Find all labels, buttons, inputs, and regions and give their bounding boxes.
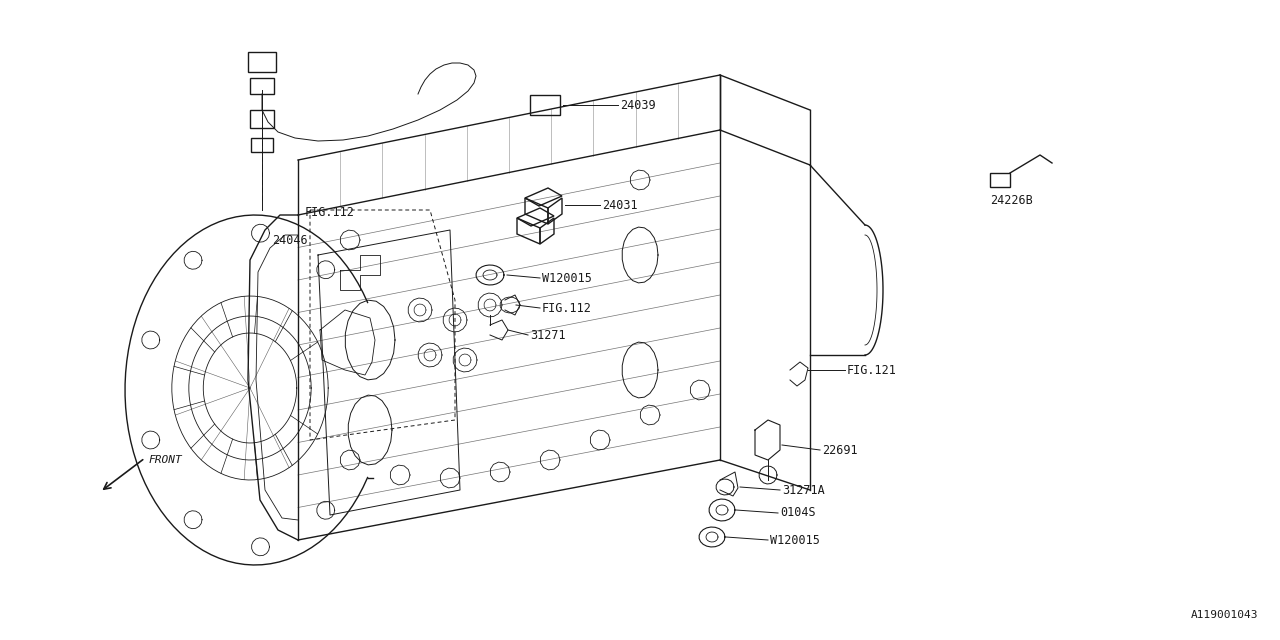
Text: 24039: 24039 (620, 99, 655, 111)
Text: W120015: W120015 (771, 534, 820, 547)
Text: W120015: W120015 (541, 271, 591, 285)
Text: 31271: 31271 (530, 328, 566, 342)
Text: 31271A: 31271A (782, 483, 824, 497)
Text: FIG.112: FIG.112 (541, 301, 591, 314)
Text: A119001043: A119001043 (1190, 610, 1258, 620)
Text: FIG.121: FIG.121 (847, 364, 897, 376)
Text: 24046: 24046 (273, 234, 307, 246)
Text: 24226B: 24226B (989, 193, 1033, 207)
Text: 0104S: 0104S (780, 506, 815, 520)
Text: FIG.112: FIG.112 (305, 205, 355, 218)
Text: FRONT: FRONT (148, 455, 182, 465)
Text: 24031: 24031 (602, 198, 637, 211)
Text: 22691: 22691 (822, 444, 858, 456)
